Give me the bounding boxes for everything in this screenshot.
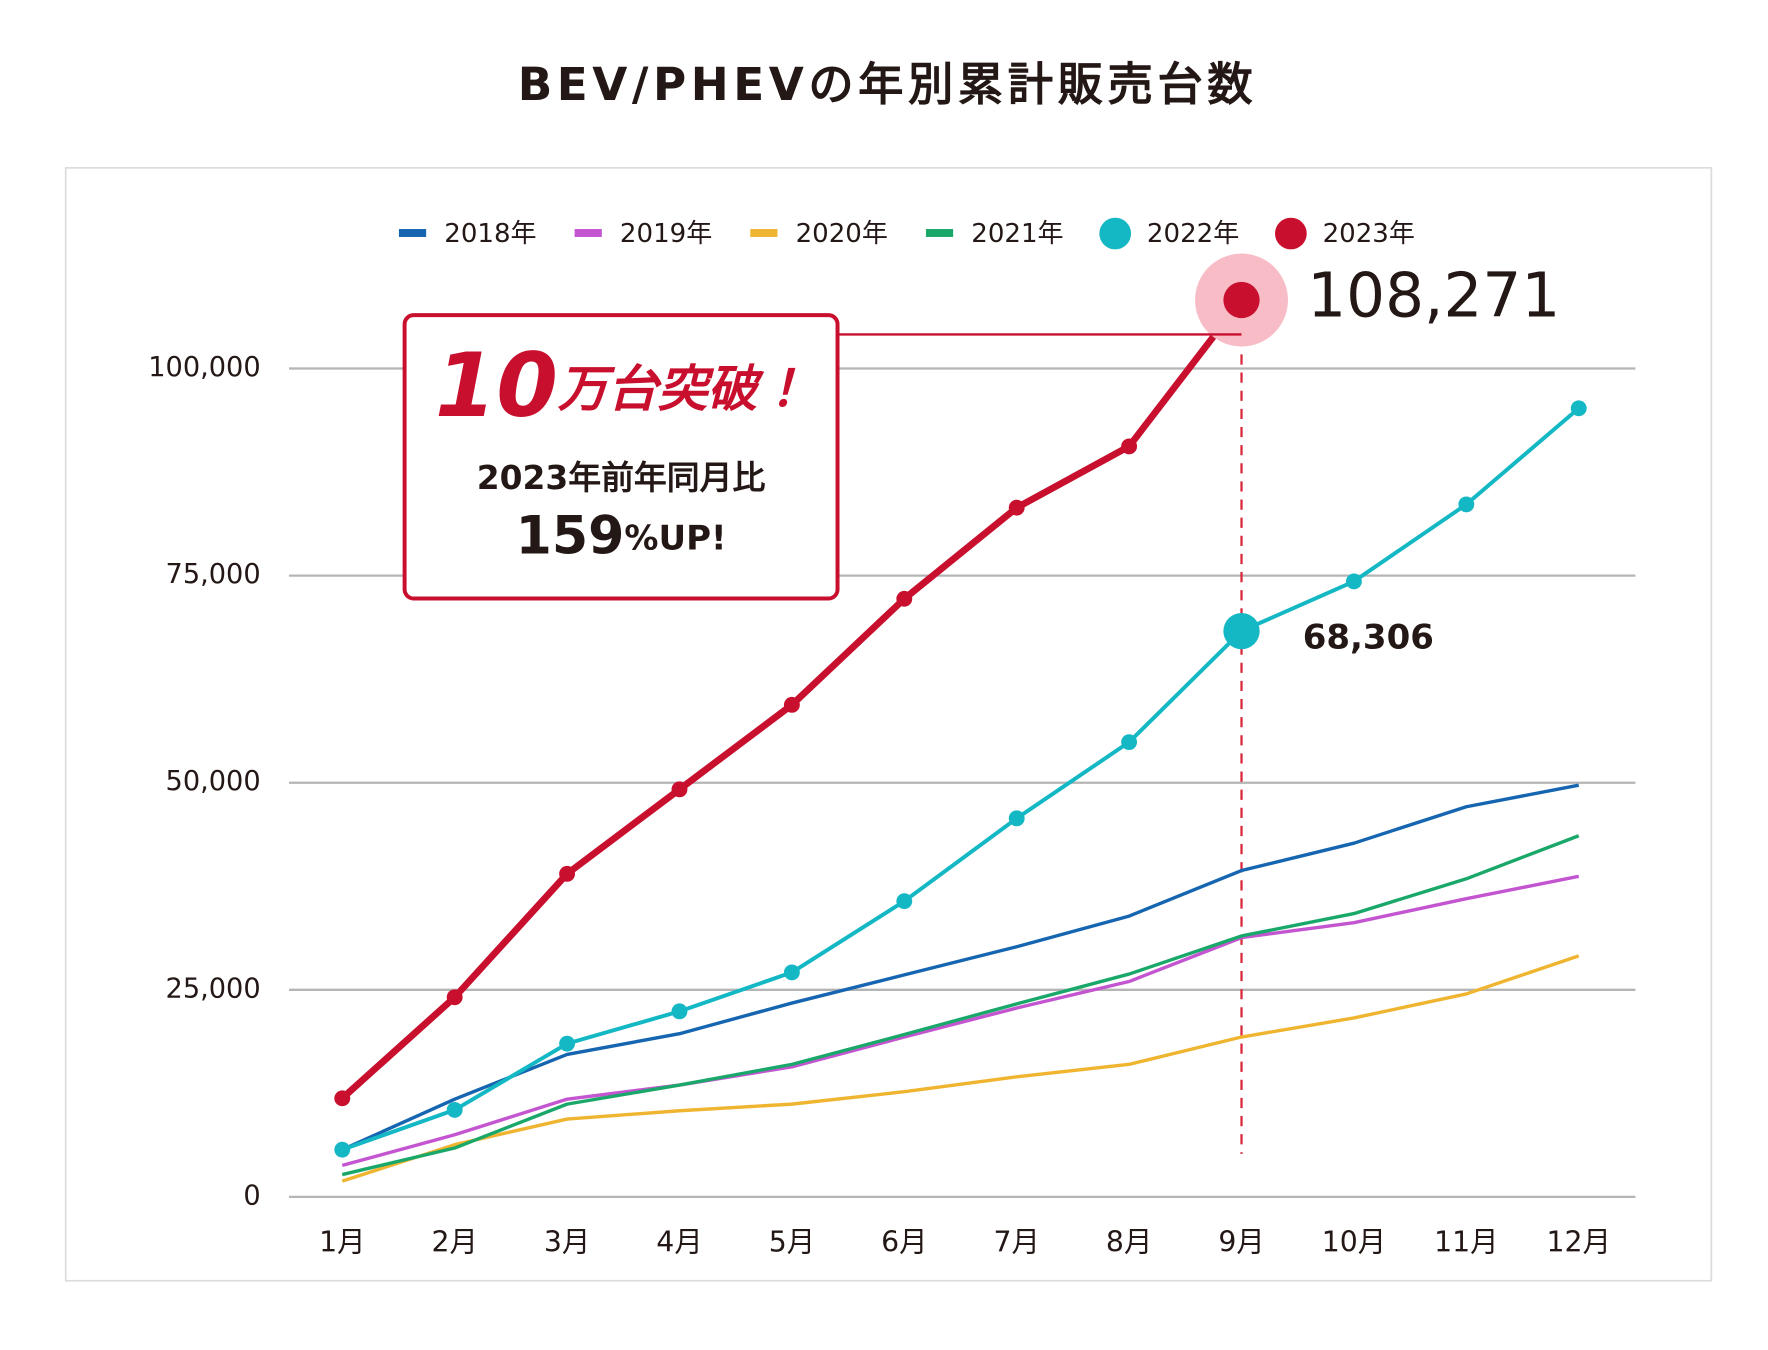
point — [1008, 810, 1025, 827]
point — [1008, 499, 1025, 516]
callout-line1: 2023年前年同月比 — [477, 458, 766, 497]
series-line — [341, 954, 1580, 1183]
grid: 0 25,000 50,000 75,000 100,000 1月 2月 3月 4月 5月 6月 7月… — [148, 352, 1636, 1258]
chart-title: BEV/PHEVの年別累計販売台数 — [518, 58, 1257, 111]
x-tick-label: 1月 — [319, 1225, 365, 1258]
callout-up: %UP! — [624, 518, 726, 558]
point — [334, 1090, 351, 1107]
x-tick-label: 7月 — [994, 1225, 1040, 1258]
legend-label: 2022年 — [1147, 219, 1239, 249]
x-tick-label: 3月 — [544, 1225, 590, 1258]
y-tick-label: 50,000 — [166, 766, 261, 797]
point — [671, 1003, 688, 1020]
point — [1223, 281, 1260, 319]
point — [896, 590, 913, 607]
x-tick-label: 6月 — [881, 1225, 927, 1258]
x-tick-label: 4月 — [656, 1225, 702, 1258]
y-tick-label: 0 — [243, 1180, 260, 1211]
series-line — [341, 406, 1581, 1152]
x-tick-label: 9月 — [1218, 1225, 1264, 1258]
legend-label: 2021年 — [971, 219, 1063, 249]
series-line — [341, 874, 1580, 1168]
x-tick-label: 12月 — [1547, 1225, 1611, 1258]
x-tick-label: 5月 — [769, 1225, 815, 1258]
callout-number: 10 — [435, 335, 558, 438]
x-tick-label: 8月 — [1106, 1225, 1152, 1258]
point — [559, 1035, 576, 1052]
callout-box — [402, 313, 840, 601]
point — [559, 865, 576, 882]
callout-line2: 159%UP! — [516, 507, 727, 567]
legend-marker — [1099, 217, 1132, 250]
point — [783, 964, 800, 981]
legend-label: 2020年 — [796, 219, 888, 249]
point — [1345, 573, 1362, 590]
callout-pct: 159 — [516, 507, 625, 567]
legend-label: 2019年 — [620, 219, 712, 249]
y-tick-label: 100,000 — [148, 352, 260, 383]
point — [334, 1141, 351, 1158]
callout-headline: 10万台突破！ — [435, 335, 807, 438]
x-tick-label: 2月 — [431, 1225, 477, 1258]
series-line — [341, 783, 1580, 1152]
value-label: 68,306 — [1303, 618, 1434, 658]
point — [1458, 496, 1475, 513]
x-tick-label: 11月 — [1434, 1225, 1498, 1258]
legend-label: 2018年 — [444, 219, 536, 249]
y-tick-label: 75,000 — [166, 559, 261, 590]
point — [1121, 734, 1138, 751]
legend-swatch — [574, 229, 602, 237]
point — [1121, 438, 1138, 455]
lines: 68,306 108,271 10万台突破！ 2023年前年同月比 159%UP! — [334, 253, 1587, 1183]
legend-swatch — [750, 229, 778, 237]
legend-swatch — [398, 229, 427, 237]
point — [1223, 612, 1260, 650]
value-label: 108,271 — [1307, 261, 1560, 332]
legend-marker — [1275, 217, 1307, 250]
series-line — [341, 834, 1580, 1177]
point — [446, 989, 463, 1006]
legend: 2018年 2019年 2020年 2021年 2022年 2023年 — [398, 217, 1415, 250]
point — [1570, 400, 1587, 417]
point — [896, 893, 913, 910]
y-tick-label: 25,000 — [166, 973, 261, 1004]
point — [783, 696, 800, 713]
x-tick-label: 10月 — [1322, 1225, 1386, 1258]
legend-swatch — [925, 229, 954, 237]
point — [671, 781, 688, 798]
callout-text: 万台突破！ — [557, 360, 807, 418]
legend-label: 2023年 — [1323, 219, 1415, 249]
point — [446, 1101, 463, 1118]
